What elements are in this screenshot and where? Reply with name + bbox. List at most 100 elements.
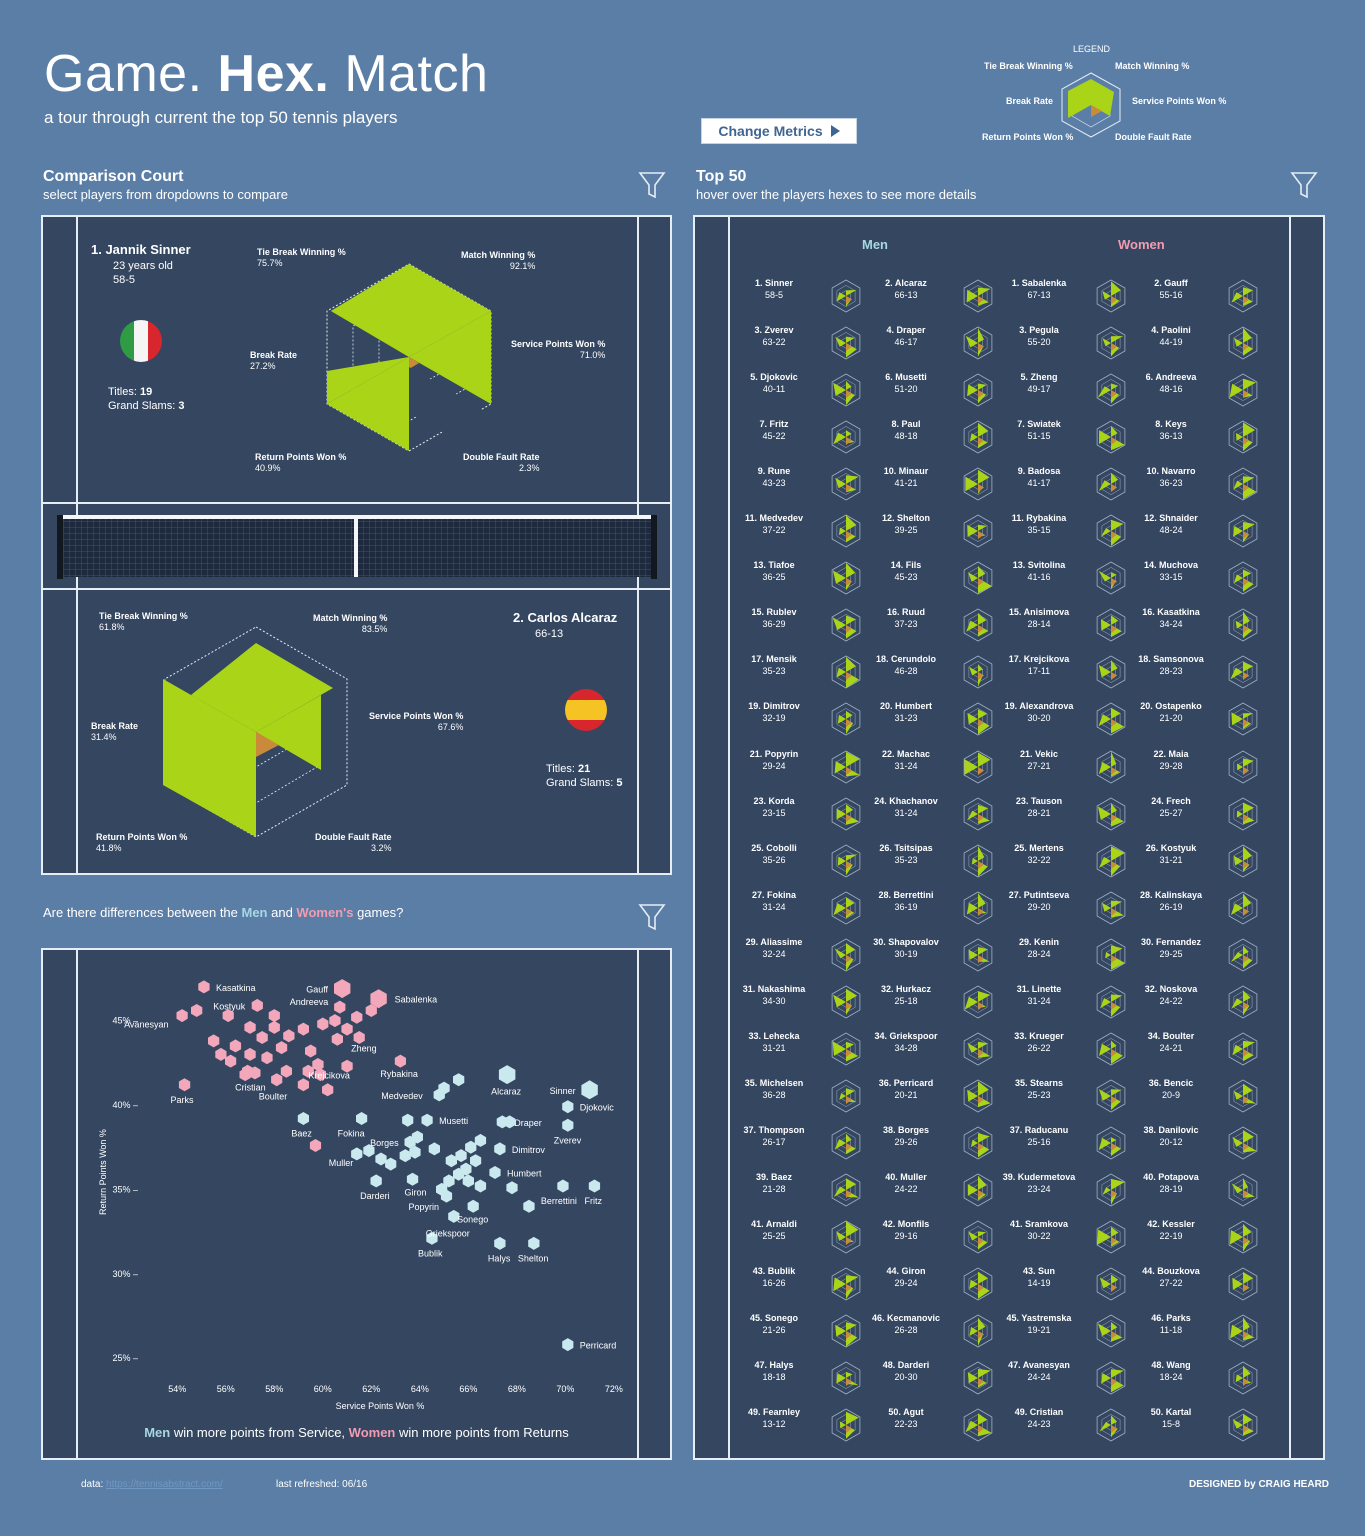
- player-cell-men[interactable]: 35. Michelsen 36-28: [733, 1069, 883, 1116]
- scatter-point-hex-large[interactable]: [498, 1065, 516, 1085]
- player-hex-icon[interactable]: [960, 700, 996, 738]
- scatter-point-hex-large[interactable]: [581, 1080, 598, 1100]
- player-cell-men[interactable]: 37. Thompson 26-17: [733, 1116, 883, 1163]
- player-cell-men[interactable]: 29. Aliassime 32-24: [733, 928, 883, 975]
- player-cell-women[interactable]: 39. Kudermetova 23-24: [998, 1163, 1148, 1210]
- player-cell-women[interactable]: 16. Kasatkina 34-24: [1130, 598, 1280, 645]
- scatter-point-hex[interactable]: [443, 1174, 455, 1188]
- player-cell-men[interactable]: 22. Machac 31-24: [865, 740, 1015, 787]
- player-hex-icon[interactable]: [828, 983, 864, 1021]
- player-cell-men[interactable]: 23. Korda 23-15: [733, 787, 883, 834]
- player-hex-icon[interactable]: [1225, 983, 1261, 1021]
- scatter-point-hex[interactable]: [588, 1179, 601, 1193]
- scatter-point-hex[interactable]: [474, 1133, 487, 1147]
- scatter-point-hex[interactable]: [225, 1054, 237, 1068]
- player-cell-women[interactable]: 4. Paolini 44-19: [1130, 316, 1280, 363]
- player-cell-men[interactable]: 6. Musetti 51-20: [865, 363, 1015, 410]
- player-cell-men[interactable]: 42. Monfils 29-16: [865, 1210, 1015, 1257]
- player-hex-icon[interactable]: [1093, 983, 1129, 1021]
- scatter-point-hex[interactable]: [351, 1010, 363, 1024]
- player-cell-women[interactable]: 27. Putintseva 29-20: [998, 881, 1148, 928]
- scatter-point-hex[interactable]: [438, 1081, 450, 1095]
- player-cell-women[interactable]: 22. Maia 29-28: [1130, 740, 1280, 787]
- player-hex-icon[interactable]: [828, 512, 864, 550]
- scatter-point-hex[interactable]: [453, 1167, 465, 1181]
- player-hex-icon[interactable]: [1225, 371, 1261, 409]
- player-hex-icon[interactable]: [828, 1359, 864, 1397]
- player-cell-women[interactable]: 42. Kessler 22-19: [1130, 1210, 1280, 1257]
- scatter-point-hex[interactable]: [436, 1182, 448, 1196]
- scatter-point-hex[interactable]: [322, 1083, 334, 1097]
- scatter-point-hex[interactable]: [523, 1199, 535, 1213]
- scatter-point-hex[interactable]: [178, 1078, 191, 1092]
- scatter-point-hex[interactable]: [244, 1047, 256, 1061]
- scatter-point-hex[interactable]: [402, 1113, 414, 1127]
- player-cell-women[interactable]: 25. Mertens 32-22: [998, 834, 1148, 881]
- scatter-point-hex[interactable]: [297, 1112, 309, 1125]
- player-hex-icon[interactable]: [1093, 1124, 1129, 1162]
- scatter-point-hex[interactable]: [506, 1181, 518, 1195]
- scatter-point-hex[interactable]: [351, 1147, 363, 1161]
- player-cell-men[interactable]: 34. Griekspoor 34-28: [865, 1022, 1015, 1069]
- scatter-point-hex[interactable]: [426, 1231, 438, 1245]
- player-cell-women[interactable]: 24. Frech 25-27: [1130, 787, 1280, 834]
- scatter-point-hex[interactable]: [489, 1166, 501, 1179]
- player-cell-men[interactable]: 9. Rune 43-23: [733, 457, 883, 504]
- player-cell-men[interactable]: 2. Alcaraz 66-13: [865, 269, 1015, 316]
- player-hex-icon[interactable]: [1093, 936, 1129, 974]
- scatter-point-hex[interactable]: [309, 1139, 322, 1152]
- scatter-point-hex[interactable]: [302, 1064, 314, 1078]
- player-cell-women[interactable]: 32. Noskova 24-22: [1130, 975, 1280, 1022]
- player-cell-women[interactable]: 43. Sun 14-19: [998, 1257, 1148, 1304]
- player-hex-icon[interactable]: [1225, 277, 1261, 315]
- scatter-point-hex[interactable]: [176, 1009, 188, 1023]
- player-cell-women[interactable]: 12. Shnaider 48-24: [1130, 504, 1280, 551]
- player-hex-icon[interactable]: [1093, 842, 1129, 880]
- player-hex-icon[interactable]: [960, 512, 996, 550]
- player-hex-icon[interactable]: [1093, 889, 1129, 927]
- scatter-point-hex[interactable]: [394, 1054, 406, 1068]
- scatter-point-hex[interactable]: [244, 1020, 256, 1034]
- scatter-point-hex[interactable]: [334, 1000, 346, 1014]
- player-cell-men[interactable]: 4. Draper 46-17: [865, 316, 1015, 363]
- player-hex-icon[interactable]: [828, 1077, 864, 1115]
- player-hex-icon[interactable]: [1093, 418, 1129, 456]
- player-cell-men[interactable]: 13. Tiafoe 36-25: [733, 551, 883, 598]
- player-cell-men[interactable]: 8. Paul 48-18: [865, 410, 1015, 457]
- player-cell-men[interactable]: 18. Cerundolo 46-28: [865, 645, 1015, 692]
- player-hex-icon[interactable]: [1225, 842, 1261, 880]
- scatter-point-hex-large[interactable]: [334, 979, 351, 999]
- player-hex-icon[interactable]: [828, 465, 864, 503]
- player-hex-icon[interactable]: [828, 418, 864, 456]
- player-hex-icon[interactable]: [960, 418, 996, 456]
- player-cell-women[interactable]: 1. Sabalenka 67-13: [998, 269, 1148, 316]
- player-hex-icon[interactable]: [960, 1124, 996, 1162]
- player-cell-women[interactable]: 40. Potapova 28-19: [1130, 1163, 1280, 1210]
- player-hex-icon[interactable]: [1093, 1359, 1129, 1397]
- player-cell-men[interactable]: 38. Borges 29-26: [865, 1116, 1015, 1163]
- scatter-point-hex[interactable]: [448, 1209, 460, 1223]
- player-hex-icon[interactable]: [828, 748, 864, 786]
- player-cell-women[interactable]: 37. Raducanu 25-16: [998, 1116, 1148, 1163]
- player-hex-icon[interactable]: [1093, 1218, 1129, 1256]
- scatter-point-hex[interactable]: [562, 1118, 574, 1132]
- player-hex-icon[interactable]: [1225, 1406, 1261, 1444]
- scatter-point-hex[interactable]: [229, 1039, 242, 1053]
- scatter-point-hex[interactable]: [208, 1034, 220, 1048]
- player-cell-men[interactable]: 25. Cobolli 35-26: [733, 834, 883, 881]
- player-cell-women[interactable]: 29. Kenin 28-24: [998, 928, 1148, 975]
- scatter-point-hex[interactable]: [406, 1172, 419, 1186]
- scatter-point-hex[interactable]: [421, 1113, 433, 1127]
- player-hex-icon[interactable]: [960, 1171, 996, 1209]
- scatter-point-hex[interactable]: [242, 1064, 254, 1078]
- player-hex-icon[interactable]: [1093, 1312, 1129, 1350]
- scatter-point-hex[interactable]: [465, 1140, 477, 1154]
- player-hex-icon[interactable]: [1093, 1171, 1129, 1209]
- player-hex-icon[interactable]: [1225, 889, 1261, 927]
- scatter-point-hex[interactable]: [470, 1154, 482, 1168]
- player-cell-women[interactable]: 9. Badosa 41-17: [998, 457, 1148, 504]
- player-hex-icon[interactable]: [960, 795, 996, 833]
- player-cell-men[interactable]: 16. Ruud 37-23: [865, 598, 1015, 645]
- scatter-point-hex-large[interactable]: [370, 989, 387, 1009]
- player-cell-men[interactable]: 48. Darderi 20-30: [865, 1351, 1015, 1398]
